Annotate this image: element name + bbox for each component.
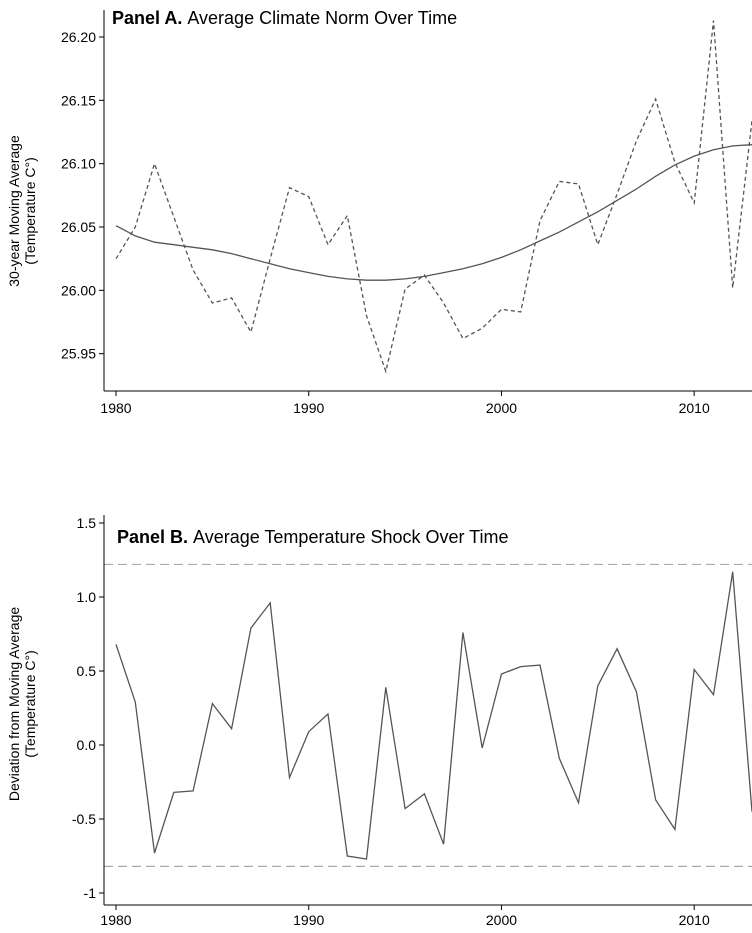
panel-a-title-bold: Panel A. [112, 8, 187, 28]
y-tick-label: 1.5 [77, 515, 97, 531]
panel-a-ylabel-line1: 30-year Moving Average [6, 135, 22, 287]
panel-b-reference-lines [104, 563, 752, 867]
x-tick-label: 1990 [293, 912, 324, 928]
series-line-dashed [115, 20, 752, 374]
panel-a-axes: 25.95 26.00 26.05 26.10 26.15 26.20 1980 1990 20… [61, 10, 752, 416]
y-tick-label: -1 [84, 885, 97, 901]
x-tick-label: 1980 [100, 912, 131, 928]
panel-b-axes: -1 -0.5 0.0 0.5 1.0 1.5 1980 1990 2000 2010 [72, 515, 752, 928]
x-tick-label: 2000 [486, 400, 517, 416]
panel-b-ylabel-line2: (Temperature C°) [22, 650, 38, 758]
series-line-solid [115, 144, 752, 281]
panel-a-ylabel-line2: (Temperature C°) [22, 157, 38, 265]
y-tick-label: 26.00 [61, 282, 96, 298]
x-tick-label: 1990 [293, 400, 324, 416]
panel-b-title-bold: Panel B. [117, 527, 193, 547]
y-tick-label: 26.10 [61, 156, 96, 172]
y-tick-label: 26.05 [61, 219, 96, 235]
panel-a-title-text: Average Climate Norm Over Time [187, 8, 457, 28]
panel-a: Panel A. Average Climate Norm Over Time … [6, 8, 752, 416]
panel-b-title: Panel B. Average Temperature Shock Over … [117, 527, 509, 547]
panel-b-title-text: Average Temperature Shock Over Time [193, 527, 508, 547]
x-tick-label: 2010 [679, 400, 710, 416]
x-tick-label: 1980 [100, 400, 131, 416]
y-tick-label: 1.0 [77, 589, 97, 605]
x-tick-label: 2000 [486, 912, 517, 928]
panel-b-series [115, 571, 752, 860]
y-tick-label: 0.0 [77, 737, 97, 753]
y-tick-label: -0.5 [72, 811, 96, 827]
y-tick-label: 26.15 [61, 92, 96, 108]
series-line-solid [115, 571, 752, 860]
y-tick-label: 25.95 [61, 346, 96, 362]
y-tick-label: 0.5 [77, 663, 97, 679]
panel-b-ylabel-line1: Deviation from Moving Average [6, 607, 22, 801]
panel-a-series [115, 20, 752, 374]
x-tick-label: 2010 [679, 912, 710, 928]
panel-a-title: Panel A. Average Climate Norm Over Time [112, 8, 457, 28]
panel-b: Panel B. Average Temperature Shock Over … [6, 515, 752, 928]
y-tick-label: 26.20 [61, 29, 96, 45]
